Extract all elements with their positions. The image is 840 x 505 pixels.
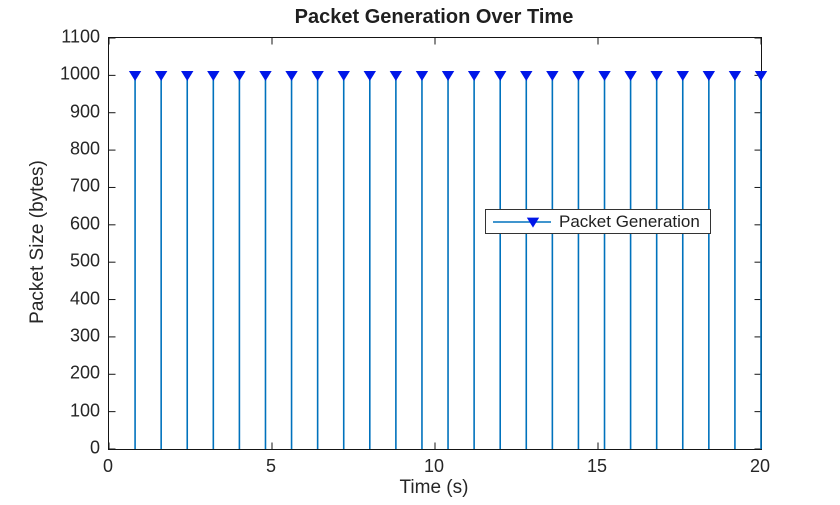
- stem-marker-triangle: [207, 70, 220, 81]
- stem-marker-triangle: [181, 70, 194, 81]
- stem-marker-triangle: [154, 70, 168, 81]
- y-tick-label: 200: [69, 362, 100, 383]
- legend: Packet Generation: [485, 209, 711, 234]
- stem-marker-triangle: [598, 70, 611, 81]
- stem-marker-triangle: [441, 70, 455, 81]
- stem-marker-triangle: [572, 70, 585, 81]
- stem-marker-triangle: [624, 70, 637, 81]
- y-tick-label: 1100: [61, 26, 100, 47]
- stem-marker-triangle: [128, 70, 142, 81]
- chart-title: Packet Generation Over Time: [294, 6, 574, 28]
- legend-marker-triangle: [526, 217, 540, 228]
- x-tick-label: 10: [423, 456, 445, 476]
- stem-marker-triangle: [650, 70, 663, 81]
- plot-area: [108, 37, 768, 450]
- stem-marker-triangle: [363, 70, 376, 81]
- y-tick-label: 900: [69, 101, 100, 122]
- stem-marker-triangle: [389, 70, 403, 81]
- stem-marker-triangle: [233, 70, 246, 81]
- legend-stem-sample-icon: [493, 217, 551, 228]
- stem-marker-triangle: [546, 70, 559, 81]
- x-tick-label: 5: [265, 456, 277, 476]
- stem-marker-triangle: [285, 70, 298, 81]
- stem-marker-triangle: [676, 70, 689, 81]
- stem-plot: [108, 37, 768, 450]
- y-tick-label: 0: [89, 437, 100, 458]
- stem-marker-triangle: [259, 70, 272, 81]
- legend-label: Packet Generation: [559, 211, 700, 231]
- y-tick-label: 400: [69, 288, 100, 309]
- y-tick-label: 600: [69, 213, 100, 234]
- x-axis-label: Time (s): [399, 477, 469, 498]
- stem-marker-triangle: [337, 70, 350, 81]
- y-tick-label: 300: [69, 325, 100, 346]
- stem-marker-triangle: [494, 70, 507, 81]
- stem-marker-triangle: [754, 70, 768, 81]
- stem-marker-triangle: [728, 70, 742, 81]
- y-tick-label: 500: [69, 250, 100, 271]
- x-tick-label: 20: [749, 456, 771, 476]
- stem-marker-triangle: [311, 70, 324, 81]
- y-tick-label: 1000: [59, 63, 100, 84]
- y-tick-label: 800: [69, 138, 100, 159]
- stem-marker-triangle: [702, 70, 716, 81]
- stem-marker-triangle: [467, 70, 481, 81]
- x-tick-label: 15: [586, 456, 608, 476]
- y-tick-label: 100: [69, 400, 100, 421]
- stem-marker-triangle: [415, 70, 429, 81]
- x-tick-label: 0: [102, 456, 114, 476]
- stem-marker-triangle: [520, 70, 533, 81]
- y-tick-label: 700: [69, 175, 100, 196]
